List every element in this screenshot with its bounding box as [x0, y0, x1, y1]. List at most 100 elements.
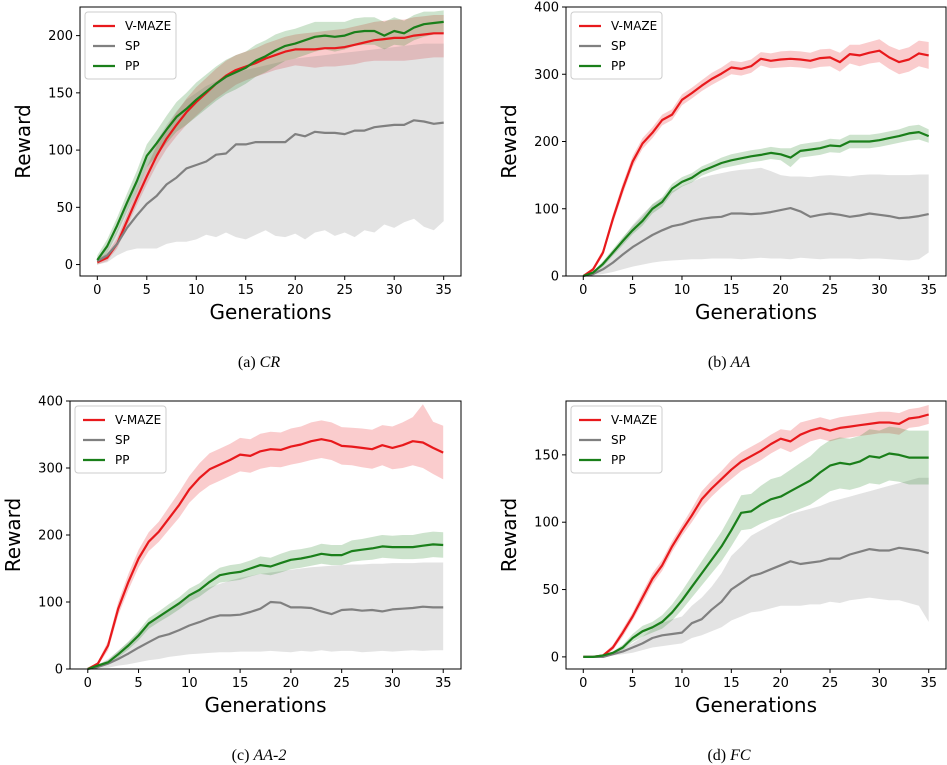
x-tick-label: 20	[287, 283, 304, 298]
legend-label-pp: PP	[125, 59, 139, 73]
series-lines	[87, 438, 444, 671]
legend-label-v-maze: V-MAZE	[611, 19, 657, 33]
y-tick-label: 0	[551, 270, 559, 285]
x-tick-label: 5	[628, 676, 636, 691]
caption-name: FC	[729, 747, 751, 764]
legend: V-MAZE SP PP	[74, 405, 167, 474]
y-axis-ticks: 0 50 100 150	[534, 448, 566, 665]
series-line-sp	[583, 207, 929, 278]
legend-box	[74, 405, 167, 474]
legend-label-sp: SP	[611, 433, 626, 447]
band-sp	[583, 477, 929, 657]
x-tick-label: 35	[920, 283, 937, 298]
y-axis-ticks: 0 50 100 150 200	[48, 29, 80, 273]
y-tick-label: 400	[534, 1, 559, 16]
x-tick-label: 35	[435, 283, 452, 298]
band-v-maze	[583, 405, 929, 657]
x-tick-label: 35	[435, 676, 452, 691]
x-tick-label: 15	[723, 283, 740, 298]
x-tick-label: 10	[674, 283, 691, 298]
y-tick-label: 150	[48, 86, 73, 101]
y-axis-label: Reward	[497, 498, 521, 572]
y-axis-ticks: 0 100 200 300 400	[38, 395, 70, 678]
band-v-maze	[87, 404, 444, 669]
panel-cr: 0 5 10 15 20 25 30 35 0 50 100 150 200 Generations Rew…	[11, 6, 462, 371]
x-tick-label: 0	[84, 676, 92, 691]
x-tick-label: 25	[822, 283, 839, 298]
band-v-maze	[583, 39, 929, 276]
y-tick-label: 50	[542, 583, 559, 598]
x-axis-ticks: 0 5 10 15 20 25 30 35	[84, 669, 452, 691]
plot-frame	[565, 400, 947, 670]
series-line-sp	[96, 119, 444, 263]
band-pp	[87, 531, 444, 669]
x-tick-label: 5	[628, 283, 636, 298]
y-tick-label: 200	[38, 529, 63, 544]
y-axis-label: Reward	[497, 104, 521, 178]
x-tick-label: 30	[871, 283, 888, 298]
series-line-v-maze	[582, 49, 929, 277]
x-tick-label: 10	[188, 283, 205, 298]
series-line-pp	[87, 543, 444, 671]
x-tick-label: 25	[336, 283, 353, 298]
x-axis-label: Generations	[210, 300, 332, 324]
series-line-v-maze	[87, 438, 444, 670]
legend-box	[84, 11, 177, 80]
x-tick-label: 0	[93, 283, 101, 298]
x-axis-ticks: 0 5 10 15 20 25 30 35	[579, 669, 937, 691]
y-tick-label: 200	[534, 135, 559, 150]
y-tick-label: 100	[48, 144, 73, 159]
legend-label-v-maze: V-MAZE	[115, 413, 161, 427]
y-tick-label: 200	[48, 29, 73, 44]
legend: V-MAZE SP PP	[570, 405, 663, 474]
x-tick-label: 35	[920, 676, 937, 691]
panel-fc: 0 5 10 15 20 25 30 35 0 50 100 150 Generations Reward…	[497, 400, 947, 764]
caption-prefix: (c)	[232, 747, 254, 764]
x-axis-label: Generations	[695, 693, 817, 717]
legend-label-pp: PP	[611, 59, 625, 73]
caption-name: AA-2	[252, 747, 286, 764]
legend-label-sp: SP	[611, 39, 626, 53]
band-pp	[583, 426, 929, 657]
x-tick-label: 30	[384, 676, 401, 691]
confidence-bands	[583, 405, 929, 657]
x-tick-label: 0	[579, 676, 587, 691]
legend: V-MAZE SP PP	[84, 11, 177, 80]
panel-caption: (c) AA-2	[232, 747, 287, 764]
x-tick-label: 20	[283, 676, 300, 691]
band-sp	[583, 167, 929, 276]
confidence-bands	[87, 404, 444, 669]
x-tick-label: 15	[232, 676, 249, 691]
y-tick-label: 0	[65, 258, 73, 273]
caption-name: CR	[260, 354, 281, 371]
caption-prefix: (b)	[708, 354, 731, 371]
x-tick-label: 5	[134, 676, 142, 691]
legend-label-pp: PP	[115, 453, 129, 467]
panel-caption: (b) AA	[708, 354, 750, 371]
panel-caption: (a) CR	[238, 354, 280, 371]
band-sp	[97, 43, 444, 265]
y-tick-label: 100	[534, 202, 559, 217]
legend-box	[570, 405, 663, 474]
x-axis-ticks: 0 5 10 15 20 25 30 35	[93, 276, 452, 298]
legend-label-v-maze: V-MAZE	[611, 413, 657, 427]
x-tick-label: 30	[386, 283, 403, 298]
series-lines	[583, 413, 929, 659]
legend-label-v-maze: V-MAZE	[125, 19, 171, 33]
panel-aa: 0 5 10 15 20 25 30 35 0 100 200 300 400 Generations Re…	[497, 1, 947, 371]
x-tick-label: 15	[237, 283, 254, 298]
x-tick-label: 10	[181, 676, 198, 691]
y-axis-label: Reward	[11, 104, 35, 178]
x-tick-label: 25	[333, 676, 350, 691]
y-tick-label: 100	[534, 516, 559, 531]
legend-label-sp: SP	[125, 39, 140, 53]
x-tick-label: 0	[579, 283, 587, 298]
series-line-pp	[582, 131, 930, 278]
caption-prefix: (a)	[238, 354, 260, 371]
series-line-sp	[583, 546, 929, 659]
series-line-sp	[87, 600, 444, 671]
series-line-pp	[583, 452, 929, 659]
x-tick-label: 25	[822, 676, 839, 691]
band-sp	[87, 562, 444, 669]
x-tick-label: 30	[871, 676, 888, 691]
